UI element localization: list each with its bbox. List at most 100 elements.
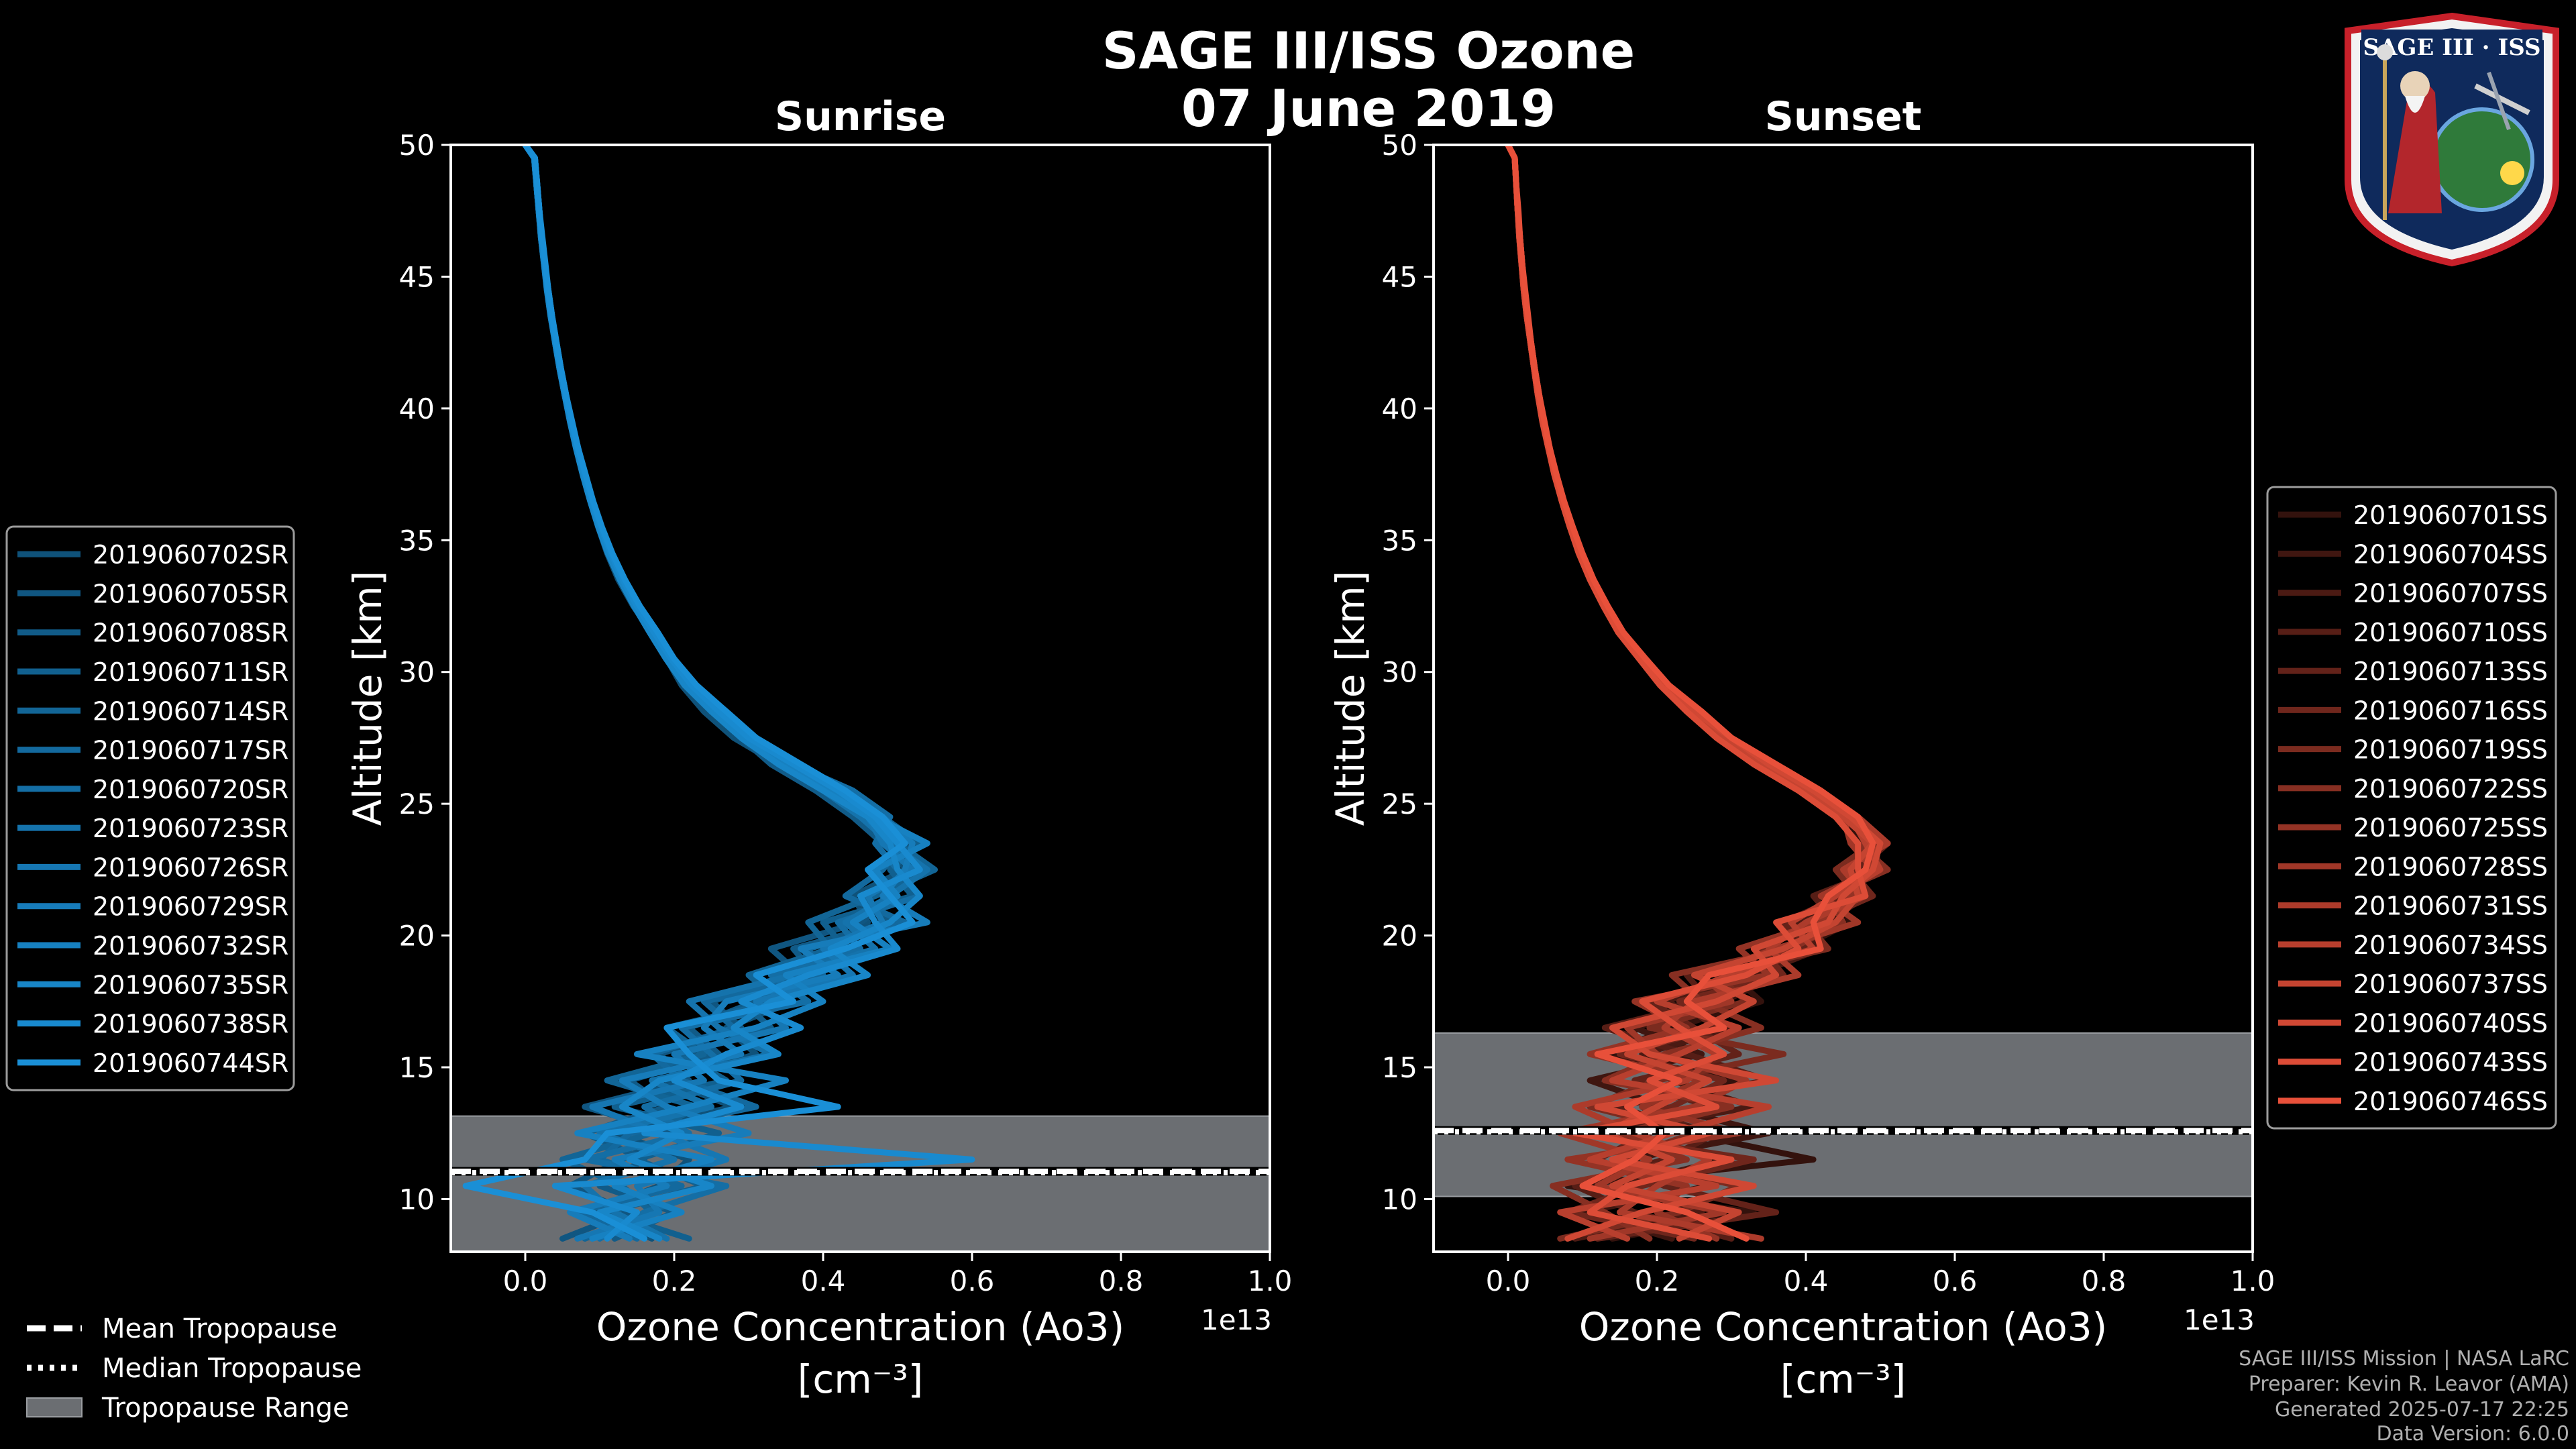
y-tick-label: 40: [1382, 392, 1417, 425]
profile-line-2019060746SS: [1505, 145, 1876, 1242]
legend-entry: 2019060704SS: [2353, 539, 2548, 569]
legend-entry: 2019060720SR: [93, 775, 288, 804]
legend-frame: [2266, 486, 2557, 1130]
figure-title: SAGE III/ISS Ozone: [1102, 21, 1635, 80]
x-axis-label: Ozone Concentration (Ao3): [1579, 1304, 2108, 1350]
legend-frame: [5, 525, 295, 1091]
y-tick-label: 20: [1382, 920, 1417, 953]
panel-title: Sunset: [1765, 93, 1922, 140]
series-legend: 2019060702SR 2019060705SR 2019060708SR 2019…: [5, 525, 295, 1091]
profile-line-2019060708SR: [522, 145, 923, 1242]
tropopause-legend-entry: Mean Tropopause: [102, 1313, 337, 1344]
y-tick-label: 30: [1382, 656, 1417, 689]
legend-entry: 2019060702SR: [93, 540, 288, 570]
y-tick-label: 40: [399, 392, 435, 425]
profile-line-2019060720SR: [522, 145, 923, 1242]
legend-entry: 2019060726SR: [93, 853, 288, 882]
y-tick-label: 25: [399, 788, 435, 820]
credit-mission: SAGE III/ISS Mission | NASA LaRC: [2239, 1347, 2569, 1371]
x-tick-label: 0.0: [503, 1265, 548, 1297]
legend-entry: 2019060714SR: [93, 696, 288, 726]
profile-line-2019060735SR: [522, 145, 923, 1242]
tropopause-range-swatch: [26, 1397, 83, 1417]
y-tick-label: 15: [1382, 1051, 1417, 1084]
series-legend: 2019060701SS 2019060704SS 2019060707SS 2019…: [2266, 486, 2557, 1130]
y-tick-label: 15: [399, 1051, 435, 1084]
legend-entry: 2019060734SS: [2353, 930, 2548, 960]
y-tick-label: 35: [1382, 524, 1417, 557]
legend-entry: 2019060713SS: [2353, 657, 2548, 686]
credit-data-version: Data Version: 6.0.0: [2376, 1422, 2569, 1446]
y-tick-label: 45: [399, 260, 435, 293]
y-tick-label: 30: [399, 656, 435, 689]
profile-lines: [462, 145, 975, 1242]
legend-entry: 2019060743SS: [2353, 1048, 2548, 1077]
x-axis-multiplier: 1e13: [2184, 1303, 2255, 1336]
y-tick-label: 10: [399, 1183, 435, 1216]
y-axis-label: Altitude [km]: [345, 571, 390, 826]
tropopause-legend-entry: Median Tropopause: [102, 1353, 362, 1384]
y-axis-label: Altitude [km]: [1328, 571, 1373, 826]
profile-lines: [1505, 145, 1891, 1242]
legend-entry: 2019060717SR: [93, 736, 288, 765]
profile-line-2019060711SR: [522, 145, 923, 1242]
legend-entry: 2019060708SR: [93, 619, 288, 648]
y-tick-label: 25: [1382, 788, 1417, 820]
legend-entry: 2019060728SS: [2353, 852, 2548, 881]
y-tick-label: 10: [1382, 1183, 1417, 1216]
legend-entry: 2019060719SS: [2353, 735, 2548, 765]
sunset-panel: 10 15 20 25 30 35 40 45 50 0.0 0.2 0.4 0.6 0.8 1.0 Suns…: [1328, 93, 2557, 1402]
profile-line-2019060732SR: [522, 145, 930, 1242]
credit-generated: Generated 2025-07-17 22:25: [2274, 1398, 2569, 1421]
legend-entry: 2019060716SS: [2353, 696, 2548, 725]
x-axis-units: [cm⁻³]: [798, 1356, 924, 1402]
tropopause-range: [1433, 1032, 2253, 1197]
profile-line-2019060729SR: [522, 145, 930, 1242]
x-axis-label: Ozone Concentration (Ao3): [596, 1304, 1125, 1350]
legend-entry: 2019060705SR: [93, 579, 288, 608]
sunrise-panel: 10 15 20 25 30 35 40 45 50 0.0 0.2 0.4 0.6 0.8 1.0 Sunr…: [5, 93, 1292, 1402]
x-tick-label: 0.8: [2082, 1265, 2127, 1297]
legend-entry: 2019060711SR: [93, 657, 288, 687]
credit-preparer: Preparer: Kevin R. Leavor (AMA): [2248, 1373, 2569, 1396]
y-tick-label: 50: [1382, 129, 1417, 162]
x-tick-label: 0.6: [1933, 1265, 1978, 1297]
legend-entry: 2019060701SS: [2353, 500, 2548, 530]
logo-text: SAGE III · ISS: [2363, 34, 2540, 61]
y-tick-label: 45: [1382, 260, 1417, 293]
x-tick-label: 0.4: [801, 1265, 846, 1297]
figure-date: 07 June 2019: [1181, 78, 1556, 138]
legend-entry: 2019060737SS: [2353, 969, 2548, 999]
tropopause-legend-entry: Tropopause Range: [101, 1393, 350, 1424]
axes-frame: [1432, 144, 2254, 1253]
x-axis-multiplier: 1e13: [1201, 1303, 1272, 1336]
y-tick-label: 35: [399, 524, 435, 557]
panel-title: Sunrise: [775, 93, 946, 140]
x-tick-label: 0.2: [1635, 1265, 1680, 1297]
y-tick-label: 50: [399, 129, 435, 162]
x-tick-label: 0.0: [1486, 1265, 1531, 1297]
axes-frame: [449, 144, 1271, 1253]
legend-entry: 2019060729SR: [93, 892, 288, 922]
legend-entry: 2019060738SR: [93, 1010, 288, 1039]
tropopause-legend: Mean Tropopause Median Tropopause Tropopau…: [26, 1313, 362, 1424]
legend-entry: 2019060744SR: [93, 1049, 288, 1078]
legend-entry: 2019060725SS: [2353, 813, 2548, 843]
legend-entry: 2019060722SS: [2353, 774, 2548, 804]
legend-entry: 2019060731SS: [2353, 892, 2548, 921]
profile-line-2019060723SR: [522, 145, 930, 1242]
x-tick-label: 0.2: [652, 1265, 697, 1297]
legend-entry: 2019060746SS: [2353, 1087, 2548, 1116]
legend-entry: 2019060735SR: [93, 970, 288, 1000]
x-tick-label: 1.0: [2231, 1265, 2275, 1297]
legend-entry: 2019060732SR: [93, 931, 288, 961]
legend-entry: 2019060723SR: [93, 814, 288, 843]
legend-entry: 2019060710SS: [2353, 618, 2548, 647]
x-axis-units: [cm⁻³]: [1780, 1356, 1907, 1402]
x-tick-label: 0.6: [950, 1265, 995, 1297]
profile-line-2019060744SR: [462, 145, 916, 1242]
sage-iii-iss-logo: SAGE III · ISS: [2345, 12, 2559, 267]
x-tick-label: 0.8: [1099, 1265, 1144, 1297]
